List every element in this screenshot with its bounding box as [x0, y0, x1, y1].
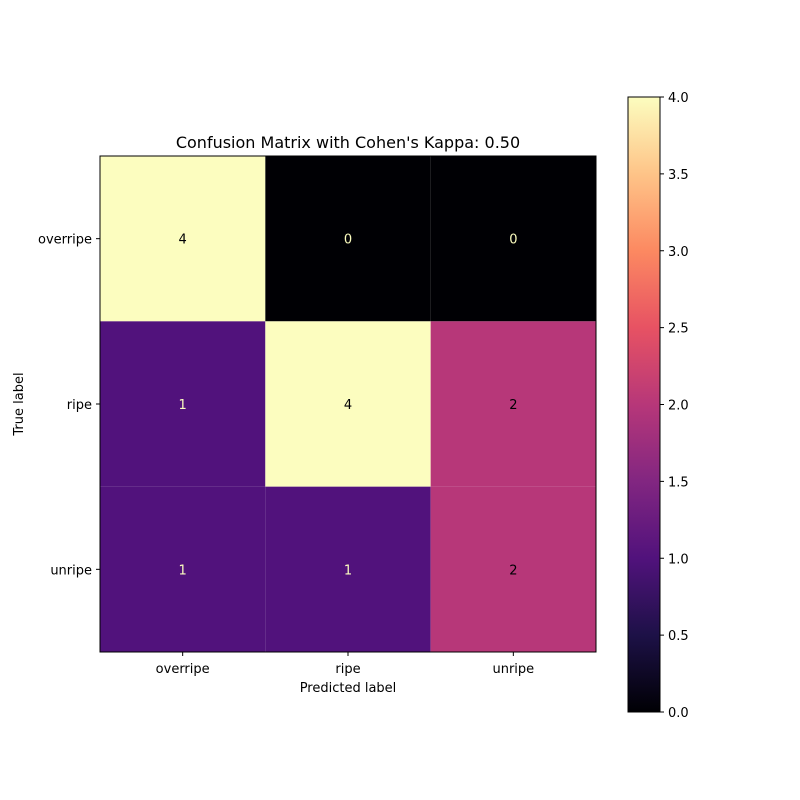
heatmap-cell	[430, 486, 596, 652]
y-tick-label: overripe	[38, 233, 92, 248]
heatmap-cell	[265, 486, 431, 652]
colorbar	[627, 96, 661, 713]
colorbar-tick-label: 1.5	[668, 475, 689, 490]
heatmap-cell	[430, 321, 596, 487]
y-tick-label: ripe	[67, 398, 92, 413]
heatmap-cell	[265, 321, 431, 487]
y-axis-label: True label	[12, 372, 27, 436]
x-tick-label: unripe	[492, 662, 534, 677]
x-tick-label: overripe	[156, 662, 210, 677]
cell-value-label: 2	[509, 398, 517, 413]
colorbar-ticks: 0.0 0.5 1.0 1.5 2.0 2.5 3.0 3.5 4.0	[660, 91, 689, 721]
heatmap-cells: 4 0 0 1 4 2 1 1 2	[100, 156, 596, 652]
colorbar-tick-label: 2.5	[668, 322, 689, 337]
colorbar-tick-label: 2.0	[668, 399, 689, 414]
colorbar-tick-label: 4.0	[668, 91, 689, 106]
heatmap-cell	[100, 486, 266, 652]
colorbar-tick-label: 0.5	[668, 629, 689, 644]
y-tick-label: unripe	[50, 563, 92, 578]
cell-value-label: 0	[344, 233, 352, 248]
colorbar-tick-label: 1.0	[668, 552, 689, 567]
cell-value-label: 4	[344, 398, 352, 413]
y-axis-ticks: overripe ripe unripe	[38, 233, 100, 578]
x-tick-label: ripe	[335, 662, 360, 677]
heatmap-cell	[265, 156, 431, 322]
chart-title: Confusion Matrix with Cohen's Kappa: 0.5…	[176, 133, 520, 152]
heatmap-cell	[100, 321, 266, 487]
colorbar-tick-label: 0.0	[668, 706, 689, 721]
cell-value-label: 1	[179, 563, 187, 578]
cell-value-label: 1	[344, 563, 352, 578]
x-axis-label: Predicted label	[300, 681, 397, 696]
cell-value-label: 4	[179, 233, 187, 248]
heatmap-cell	[430, 156, 596, 322]
cell-value-label: 0	[509, 233, 517, 248]
colorbar-tick-label: 3.5	[668, 168, 689, 183]
colorbar-tick-label: 3.0	[668, 245, 689, 260]
heatmap-cell	[100, 156, 266, 322]
cell-value-label: 2	[509, 563, 517, 578]
x-axis-ticks: overripe ripe unripe	[156, 652, 534, 677]
cell-value-label: 1	[179, 398, 187, 413]
